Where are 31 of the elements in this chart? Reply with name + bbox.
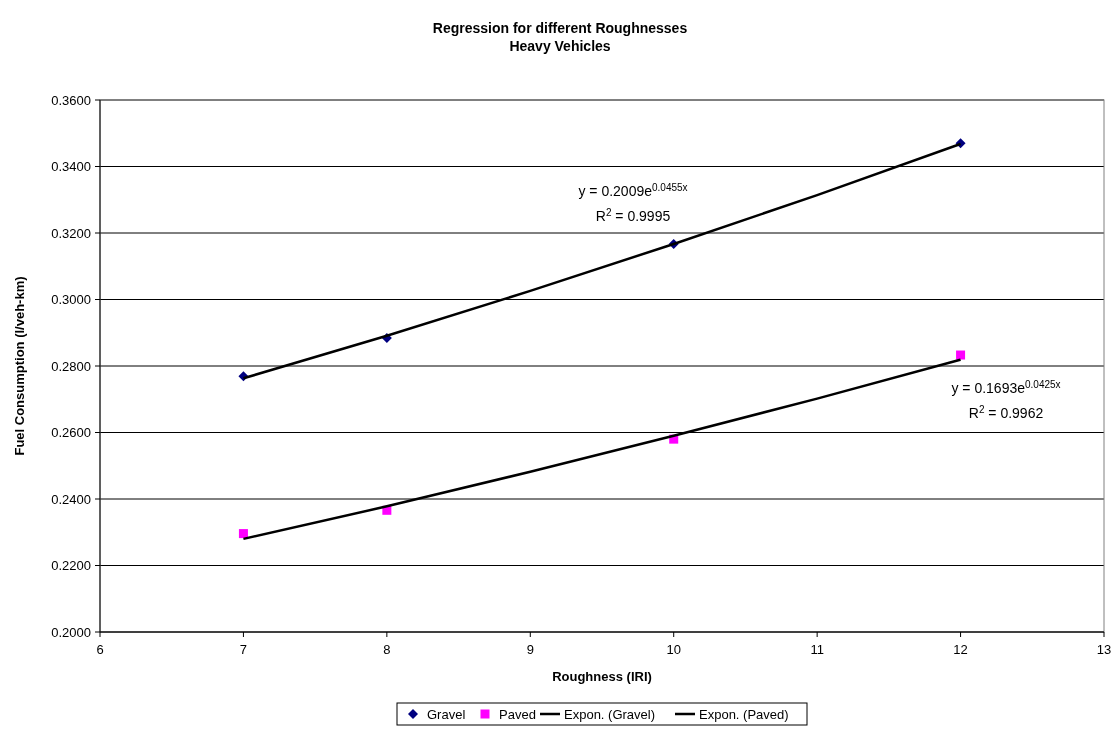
x-tick-label: 10 bbox=[666, 642, 681, 657]
x-tick-label: 8 bbox=[383, 642, 391, 657]
chart-title: Regression for different Roughnesses bbox=[432, 20, 688, 36]
y-tick-label: 0.3000 bbox=[51, 292, 91, 308]
y-tick-label: 0.2400 bbox=[51, 491, 91, 507]
x-tick-label: 9 bbox=[526, 642, 534, 657]
y-tick-label: 0.2200 bbox=[51, 558, 91, 574]
y-tick-label: 0.2800 bbox=[51, 358, 91, 374]
chart-subtitle: Heavy Vehicles bbox=[509, 38, 611, 54]
y-axis-title: Fuel Consumption (l/veh-km) bbox=[12, 276, 27, 456]
legend-label: Expon. (Paved) bbox=[699, 706, 789, 722]
x-tick-label: 13 bbox=[1096, 642, 1112, 657]
legend-label: Expon. (Gravel) bbox=[564, 706, 656, 722]
y-tick-label: 0.3600 bbox=[51, 92, 91, 108]
x-tick-label: 6 bbox=[96, 642, 104, 657]
point bbox=[238, 529, 248, 539]
x-tick-label: 7 bbox=[239, 642, 248, 657]
point bbox=[956, 350, 966, 360]
y-tick-label: 0.3200 bbox=[51, 225, 91, 241]
x-tick-label: 12 bbox=[953, 642, 968, 657]
legend-label: Paved bbox=[499, 706, 536, 722]
y-tick-label: 0.3400 bbox=[51, 159, 91, 175]
x-tick-label: 11 bbox=[810, 642, 824, 657]
annotation: y = 0.1693e$^{0.0425x}$ bbox=[951, 378, 1061, 396]
y-tick-label: 0.2000 bbox=[51, 624, 91, 640]
annotation: R$^{2}$ = 0.9995 bbox=[595, 206, 671, 224]
annotation: R$^{2}$ = 0.9962 bbox=[968, 403, 1044, 421]
legend-label: Gravel bbox=[427, 706, 466, 722]
annotation: y = 0.2009e$^{0.0455x}$ bbox=[578, 181, 688, 199]
y-tick-label: 0.2600 bbox=[51, 425, 91, 441]
x-axis-title: Roughness (IRI) bbox=[552, 669, 652, 684]
